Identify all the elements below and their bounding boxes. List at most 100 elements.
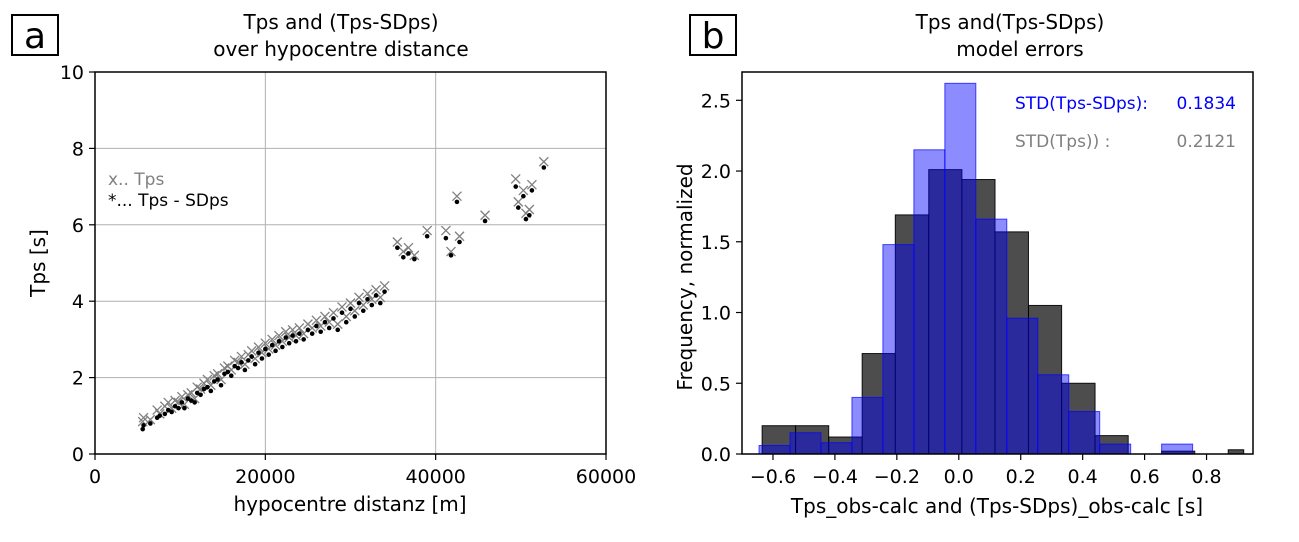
panel-a-ytick-label: 6 [72, 215, 84, 237]
tps-sdps-point [356, 300, 362, 306]
tps-point [260, 338, 271, 349]
panel-a-ylabel: Tps [s] [26, 229, 50, 298]
panel-b-plot-frame [741, 71, 1254, 455]
panel-b-label: b [702, 16, 725, 57]
panel-b-xtick-label: 0.0 [944, 466, 974, 488]
tps-sdps-point [256, 350, 261, 356]
panel-b-subtitle: model errors [956, 37, 1083, 61]
tps-sdps-point [259, 356, 265, 361]
tps-sdps-point [194, 390, 200, 396]
tps-sdps-point [201, 386, 207, 392]
tps-sdps-histogram-bar [1099, 443, 1132, 455]
tps-point [398, 246, 409, 257]
tps-sdps-point [348, 306, 353, 312]
tps-sdps-point [339, 310, 345, 315]
panel-a-grid [95, 72, 606, 454]
tps-sdps-point [301, 337, 306, 342]
tps-sdps-histogram-bar [851, 396, 884, 455]
tps-sdps-point [252, 361, 258, 367]
panel-a-xtick-label: 20000 [235, 466, 295, 488]
tps-point [510, 174, 521, 184]
tps-sdps-point [235, 365, 241, 371]
tps-point [294, 322, 305, 333]
tps-sdps-point [185, 396, 191, 401]
tps-point [513, 196, 524, 207]
tps-sdps-point [369, 302, 375, 308]
tps-sdps-point [232, 363, 237, 369]
panel-a-ytick-label: 10 [60, 62, 84, 84]
tps-sdps-point [148, 421, 153, 426]
tps-point [337, 301, 347, 312]
tps-sdps-point [246, 358, 251, 363]
tps-point [236, 351, 247, 362]
tps-sdps-point [541, 165, 547, 170]
tps-point [138, 412, 149, 423]
panel-b-xtick-label: 0.2 [1006, 466, 1036, 488]
panel-a-ticks: 0 20000 40000 60000 0 2 4 6 8 10 [60, 62, 636, 488]
tps-sdps-point [242, 367, 248, 373]
tps-point [328, 307, 339, 318]
tps-sdps-point [225, 369, 231, 375]
tps-sdps-point [529, 188, 535, 193]
panel-b-bars [758, 82, 1245, 455]
panel-a-points [137, 156, 549, 432]
tps-sdps-point [297, 331, 302, 336]
tps-point [319, 311, 330, 322]
tps-point [409, 250, 420, 261]
panel-a-xtick-label: 40000 [405, 466, 465, 488]
tps-sdps-point [382, 289, 387, 294]
tps-sdps-point [314, 323, 319, 329]
tps-sdps-point [198, 392, 203, 398]
tps-histogram-bar [1027, 304, 1063, 455]
tps-sdps-point [527, 212, 532, 218]
tps-sdps-point [286, 340, 292, 346]
tps-point [371, 284, 382, 295]
tps-sdps-point [343, 319, 349, 325]
tps-point [538, 156, 549, 167]
tps-sdps-histogram-bar [758, 445, 791, 455]
tps-sdps-point [162, 411, 168, 417]
tps-sdps-point [454, 199, 460, 205]
panel-a-plot-frame [94, 71, 607, 455]
tps-sdps-point [331, 316, 336, 321]
panel-b-title: Tps and(Tps-SDps) [915, 10, 1105, 34]
panel-a-label: a [24, 16, 46, 57]
panel-b-std-tps-label: STD(Tps)) : [1015, 132, 1110, 152]
panel-a-legend-tps-sdps: *... Tps - SDps [108, 191, 229, 211]
tps-histogram-bar [861, 353, 896, 455]
panel-b-xtick-label: 0.4 [1068, 466, 1098, 488]
tps-sdps-histogram-bar [820, 442, 853, 455]
panel-b-xtick-label: −0.4 [812, 466, 858, 488]
tps-point [332, 319, 343, 330]
tps-sdps-histogram-bar [1068, 411, 1101, 455]
tps-point [524, 204, 535, 215]
tps-point [454, 231, 465, 242]
tps-sdps-point [283, 335, 289, 340]
tps-sdps-histogram-bar [789, 432, 822, 455]
tps-sdps-point [365, 296, 370, 302]
tps-point [274, 330, 284, 341]
tps-sdps-point [406, 251, 411, 256]
tps-sdps-point [215, 377, 220, 382]
tps-sdps-point [182, 405, 187, 411]
tps-sdps-histogram-bar [882, 244, 915, 455]
panel-a-ytick-label: 0 [72, 444, 84, 466]
tps-sdps-point [373, 293, 379, 298]
tps-sdps-point [218, 382, 224, 388]
tps-sdps-point [290, 333, 295, 338]
tps-sdps-point [523, 216, 529, 222]
tps-point [526, 179, 537, 190]
tps-sdps-point [172, 403, 178, 409]
tps-sdps-point [141, 423, 146, 428]
tps-sdps-point [378, 300, 383, 306]
tps-sdps-point [239, 360, 244, 365]
tps-point [422, 225, 433, 236]
tps-sdps-point [188, 398, 194, 403]
tps-point [287, 324, 298, 335]
tps-point [267, 334, 278, 345]
tps-sdps-histogram-bar [913, 149, 946, 455]
tps-point [440, 225, 451, 236]
tps-point [392, 237, 403, 247]
panel-b-ytick-label: 0.5 [701, 373, 731, 395]
